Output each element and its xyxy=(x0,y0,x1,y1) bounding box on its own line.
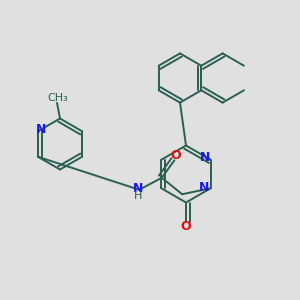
Text: H: H xyxy=(134,191,142,201)
Text: N: N xyxy=(36,123,47,136)
Text: O: O xyxy=(170,149,181,162)
Text: CH₃: CH₃ xyxy=(47,93,68,103)
Text: N: N xyxy=(199,181,209,194)
Text: N: N xyxy=(133,182,143,195)
Text: N: N xyxy=(200,151,211,164)
Text: O: O xyxy=(181,220,191,233)
